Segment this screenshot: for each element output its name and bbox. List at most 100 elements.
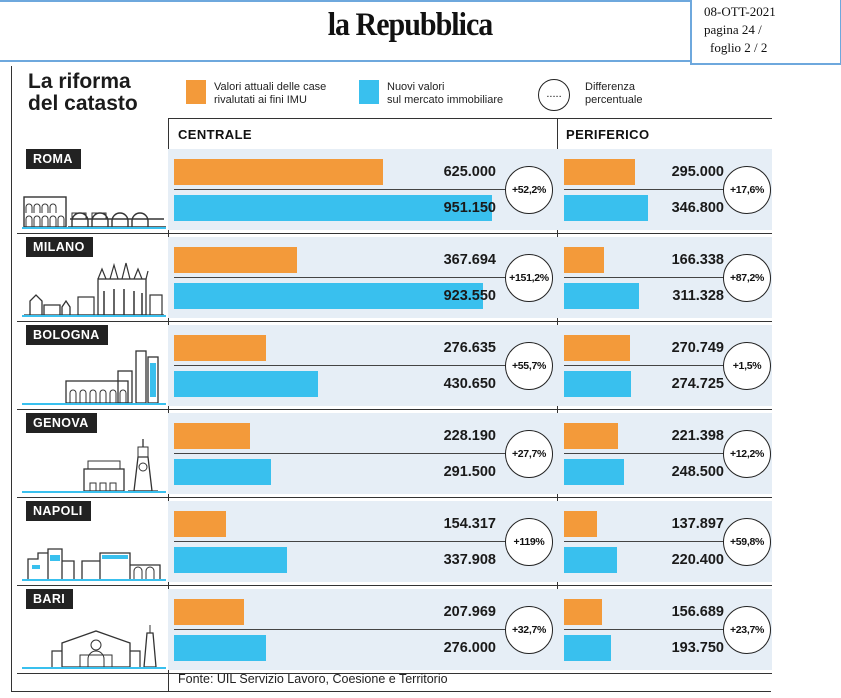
- column-header-central: CENTRALE: [178, 127, 252, 142]
- bar-peripheral-new-napoli: [564, 547, 617, 573]
- legend-swatch-current: [186, 80, 206, 104]
- legend-current-line-1: Valori attuali delle case: [214, 81, 327, 93]
- bar-central-current-genova: [174, 423, 250, 449]
- bologna-towers-icon-svg: [22, 350, 166, 405]
- midline-central-bari: [174, 629, 514, 630]
- lanterna-genova-icon: [22, 437, 166, 493]
- bar-central-current-bologna: [174, 335, 266, 361]
- pct-central-roma: +52,2%: [505, 166, 553, 214]
- lanterna-genova-icon-svg: [22, 439, 166, 493]
- colosseum-icon-svg: [22, 196, 166, 229]
- pct-peripheral-bologna: +1,5%: [723, 342, 771, 390]
- value-peripheral-current-roma: 295.000: [671, 164, 724, 180]
- duomo-milano-icon-svg: [22, 262, 166, 317]
- value-peripheral-current-genova: 221.398: [671, 428, 724, 444]
- bar-peripheral-new-bologna: [564, 371, 631, 397]
- column-header-peripheral: PERIFERICO: [566, 127, 650, 142]
- midline-peripheral-napoli: [564, 541, 730, 542]
- colosseum-icon: [22, 173, 166, 229]
- value-peripheral-new-napoli: 220.400: [671, 552, 724, 568]
- value-peripheral-current-bari: 156.689: [671, 604, 724, 620]
- value-central-new-bari: 276.000: [443, 640, 496, 656]
- legend-current-line-2: rivalutati ai fini IMU: [214, 94, 307, 106]
- row-rule-bologna: [17, 409, 772, 410]
- midline-peripheral-bologna: [564, 365, 730, 366]
- value-peripheral-current-bologna: 270.749: [671, 340, 724, 356]
- pct-central-genova: +27,7%: [505, 430, 553, 478]
- midline-central-bologna: [174, 365, 514, 366]
- value-peripheral-current-napoli: 137.897: [671, 516, 724, 532]
- pct-peripheral-genova: +12,2%: [723, 430, 771, 478]
- pct-peripheral-milano: +87,2%: [723, 254, 771, 302]
- value-peripheral-new-genova: 248.500: [671, 464, 724, 480]
- bar-central-current-napoli: [174, 511, 226, 537]
- city-label-bologna: BOLOGNA: [26, 325, 108, 345]
- row-rule-milano: [17, 321, 772, 322]
- row-rule-roma: [17, 233, 772, 234]
- bar-peripheral-new-genova: [564, 459, 624, 485]
- legend-text-current: Valori attuali delle case rivalutati ai …: [214, 81, 326, 107]
- midline-central-milano: [174, 277, 514, 278]
- city-label-bari: BARI: [26, 589, 74, 609]
- duomo-milano-icon: [22, 261, 166, 317]
- city-label-genova: GENOVA: [26, 413, 97, 433]
- midline-central-roma: [174, 189, 514, 190]
- bar-peripheral-current-bari: [564, 599, 602, 625]
- city-label-napoli: NAPOLI: [26, 501, 91, 521]
- row-rule-bari: [17, 673, 772, 674]
- source-note: Fonte: UIL Servizio Lavoro, Coesione e T…: [178, 672, 448, 686]
- bar-peripheral-current-milano: [564, 247, 604, 273]
- value-peripheral-new-roma: 346.800: [671, 200, 724, 216]
- value-central-new-napoli: 337.908: [443, 552, 496, 568]
- value-central-new-roma: 951.150: [443, 200, 496, 216]
- row-rule-napoli: [17, 585, 772, 586]
- legend-diff-circle: .....: [538, 79, 570, 111]
- sheet-label: foglio 2 / 2: [710, 40, 768, 55]
- pct-central-bari: +32,7%: [505, 606, 553, 654]
- panel-border-bottom: [11, 691, 771, 692]
- bar-central-new-milano: [174, 283, 483, 309]
- date-label: 08-OTT-2021: [704, 4, 776, 19]
- legend-new-line-2: sul mercato immobiliare: [387, 94, 504, 106]
- header-rule-bottom: [0, 60, 692, 62]
- value-central-new-bologna: 430.650: [443, 376, 496, 392]
- bar-central-current-bari: [174, 599, 244, 625]
- city-label-roma: ROMA: [26, 149, 81, 169]
- bar-central-new-genova: [174, 459, 271, 485]
- page-label: pagina 24 /: [704, 22, 762, 37]
- column-header-rule: [168, 118, 772, 119]
- midline-peripheral-bari: [564, 629, 730, 630]
- value-peripheral-new-bologna: 274.725: [671, 376, 724, 392]
- value-central-current-genova: 228.190: [443, 428, 496, 444]
- midline-peripheral-milano: [564, 277, 730, 278]
- pct-central-napoli: +119%: [505, 518, 553, 566]
- value-peripheral-new-milano: 311.328: [672, 288, 724, 304]
- value-peripheral-current-milano: 166.338: [671, 252, 724, 268]
- bar-peripheral-current-napoli: [564, 511, 597, 537]
- pct-central-bologna: +55,7%: [505, 342, 553, 390]
- pct-peripheral-napoli: +59,8%: [723, 518, 771, 566]
- legend-text-new: Nuovi valori sul mercato immobiliare: [387, 81, 503, 107]
- bar-peripheral-current-bologna: [564, 335, 630, 361]
- city-label-milano: MILANO: [26, 237, 93, 257]
- pct-central-milano: +151,2%: [505, 254, 553, 302]
- bologna-towers-icon: [22, 349, 166, 405]
- bar-central-new-bologna: [174, 371, 318, 397]
- panel-border-left: [11, 66, 12, 692]
- value-central-new-milano: 923.550: [443, 288, 496, 304]
- bari-cathedral-icon-svg: [22, 625, 166, 669]
- value-central-current-milano: 367.694: [443, 252, 496, 268]
- midline-central-napoli: [174, 541, 514, 542]
- legend-swatch-new: [359, 80, 379, 104]
- value-central-new-genova: 291.500: [443, 464, 496, 480]
- value-central-current-bologna: 276.635: [443, 340, 496, 356]
- bar-central-current-milano: [174, 247, 297, 273]
- bar-peripheral-current-roma: [564, 159, 635, 185]
- midline-peripheral-roma: [564, 189, 730, 190]
- bar-peripheral-new-bari: [564, 635, 611, 661]
- masthead: la Repubblica: [327, 6, 494, 43]
- bar-peripheral-new-roma: [564, 195, 648, 221]
- midline-peripheral-genova: [564, 453, 730, 454]
- bar-peripheral-new-milano: [564, 283, 639, 309]
- legend-text-diff: Differenza percentuale: [585, 81, 643, 107]
